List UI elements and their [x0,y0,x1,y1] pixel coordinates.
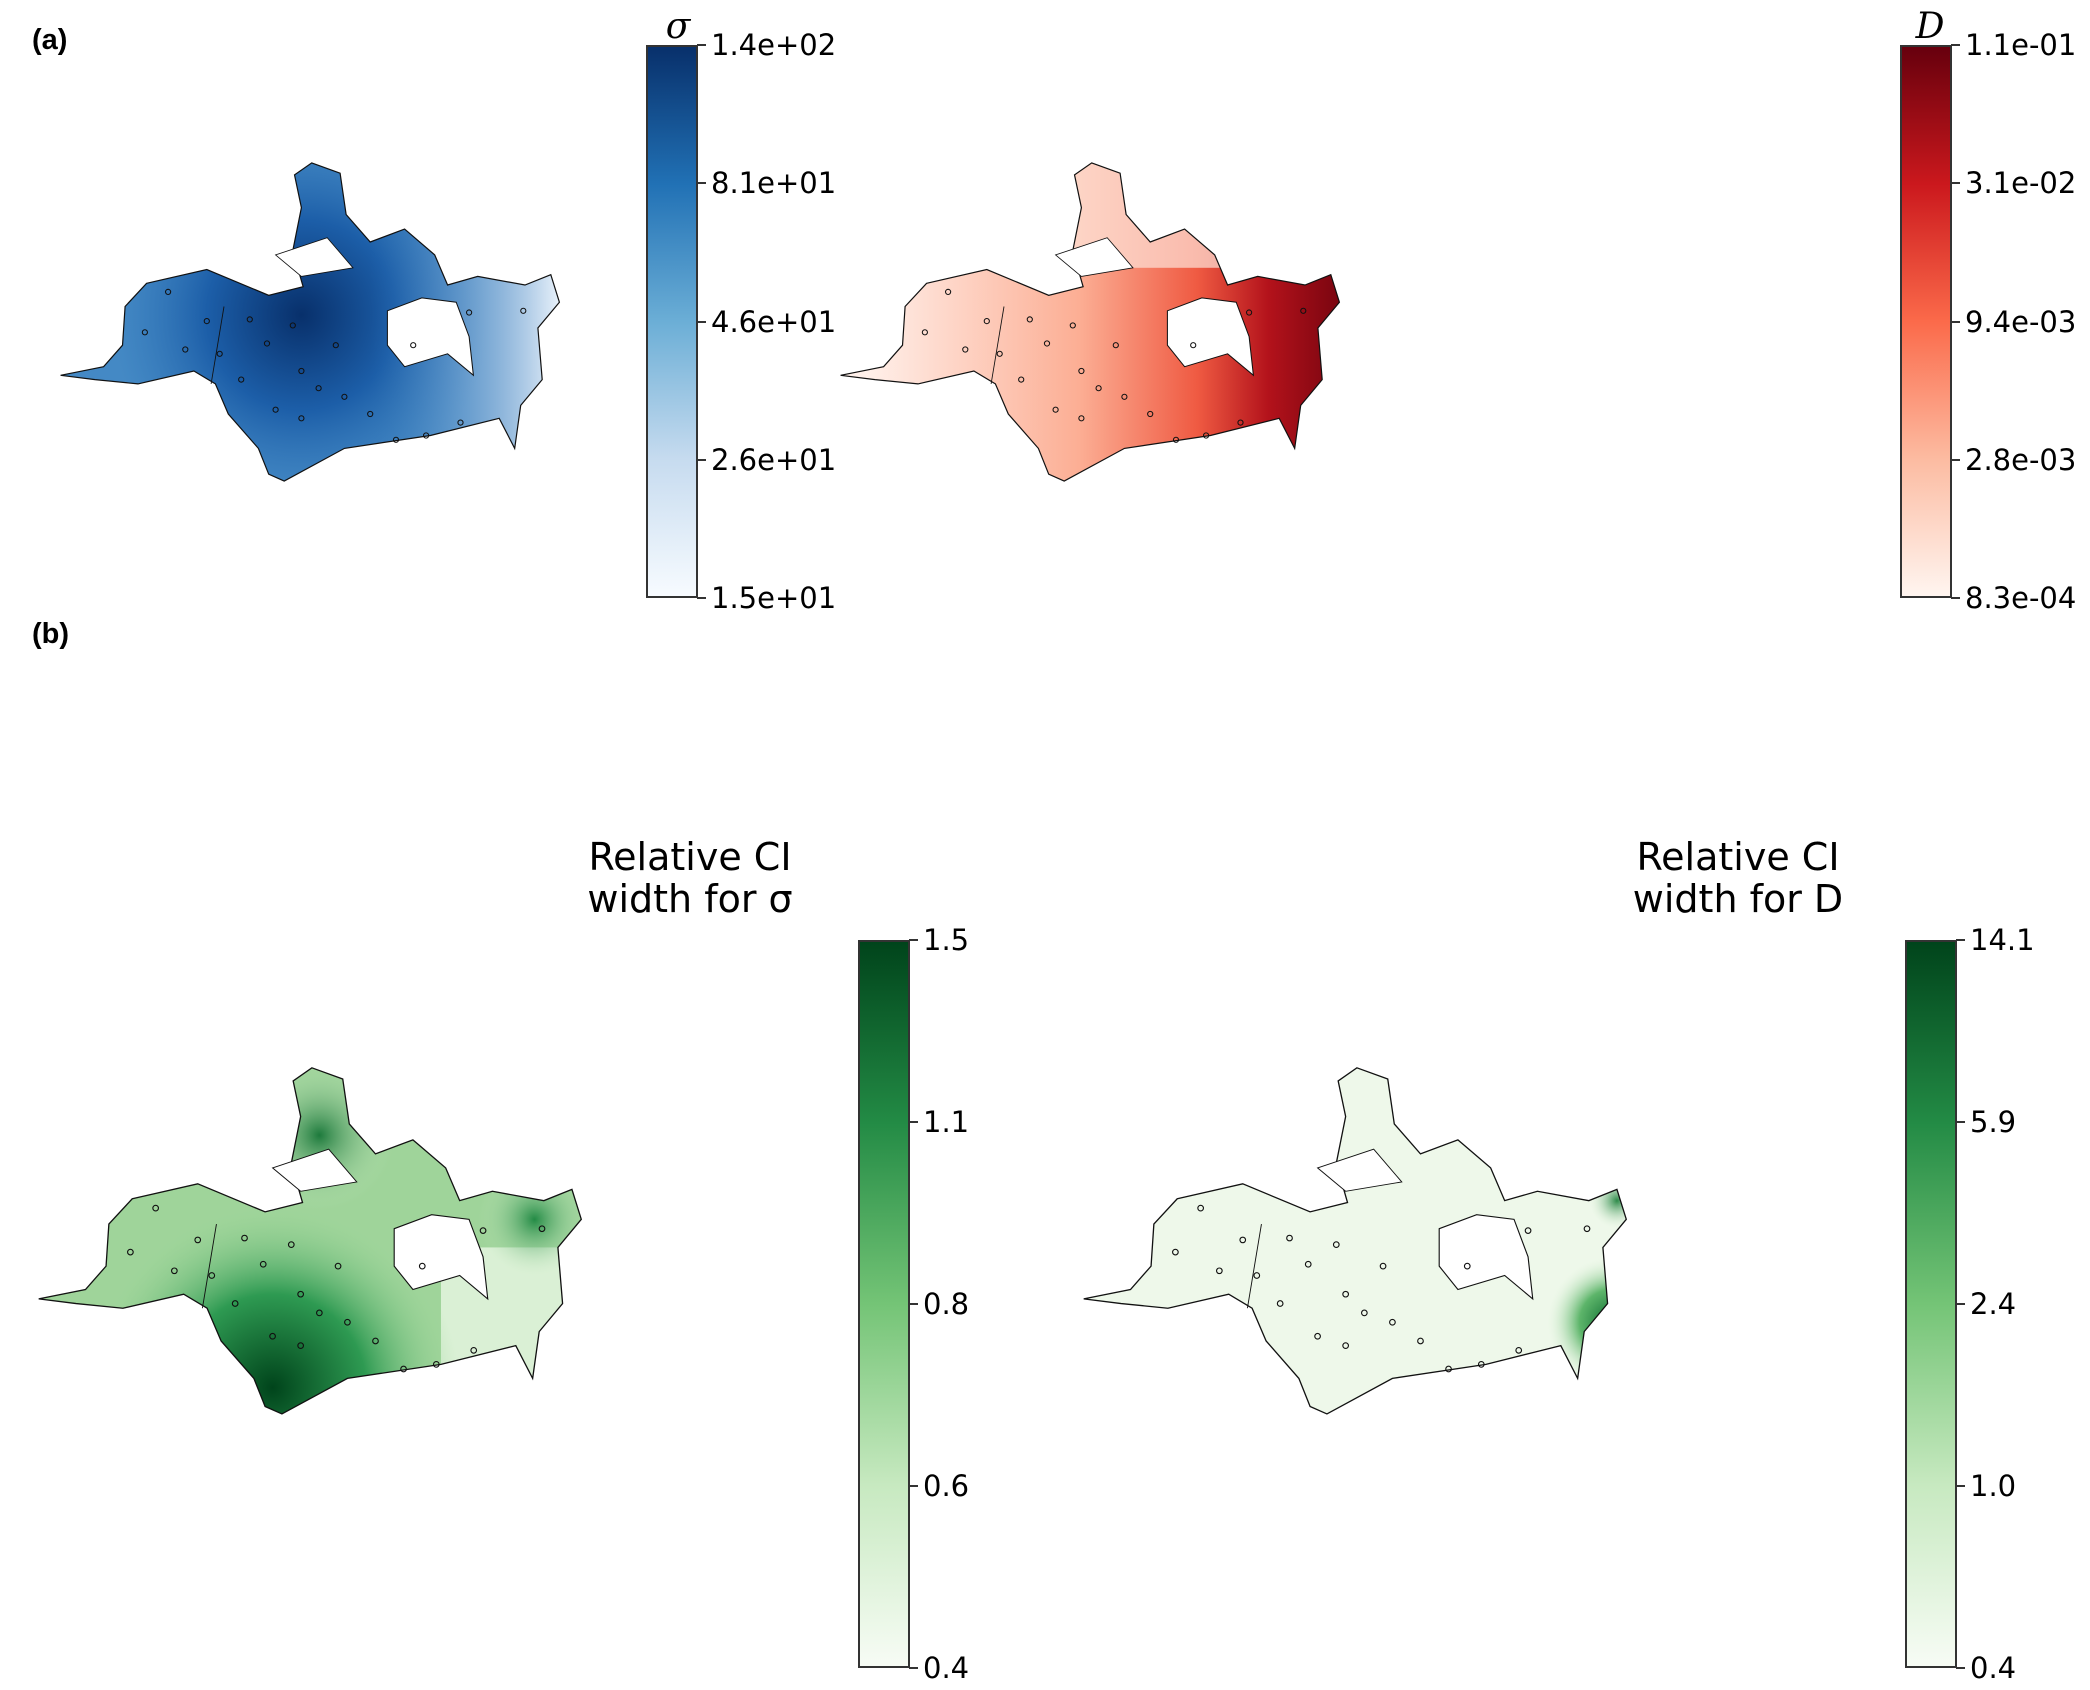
ci-D-colorbar [1905,940,1957,1668]
sigma-colorbar-title: σ [665,6,691,47]
ci-sigma-colorbar [858,940,910,1668]
sigma-colorbar [646,45,698,598]
panel-label-b: (b) [32,618,70,650]
ci-sigma-colorbar-ticks: 0.4 0.6 0.8 1.1 1.5 [909,923,1059,1685]
sigma-colorbar-ticks: 1.5e+01 2.6e+01 4.6e+01 8.1e+01 1.4e+02 [697,28,897,615]
D-colorbar-ticks: 8.3e-04 2.8e-03 9.4e-03 3.1e-02 1.1e-01 [1951,28,2090,615]
ci-sigma-colorbar-title-line1: Relative CI [588,835,792,879]
D-map [840,162,1341,482]
panel-label-a: (a) [32,24,68,56]
ci-D-colorbar-ticks: 0.4 1.0 2.4 5.9 14.1 [1956,923,2090,1685]
sigma-map [60,162,561,482]
ci-D-colorbar-title: Relative CI width for D [1568,836,1908,920]
ci-D-map [1083,1067,1628,1415]
ci-D-colorbar-title-line1: Relative CI [1636,835,1840,879]
ci-sigma-map [38,1067,583,1415]
D-colorbar [1900,45,1952,598]
ci-sigma-colorbar-title-line2: width for σ [587,877,793,921]
ci-sigma-colorbar-title: Relative CI width for σ [520,836,860,920]
ci-D-colorbar-title-line2: width for D [1632,877,1844,921]
D-colorbar-title: D [1915,6,1945,47]
